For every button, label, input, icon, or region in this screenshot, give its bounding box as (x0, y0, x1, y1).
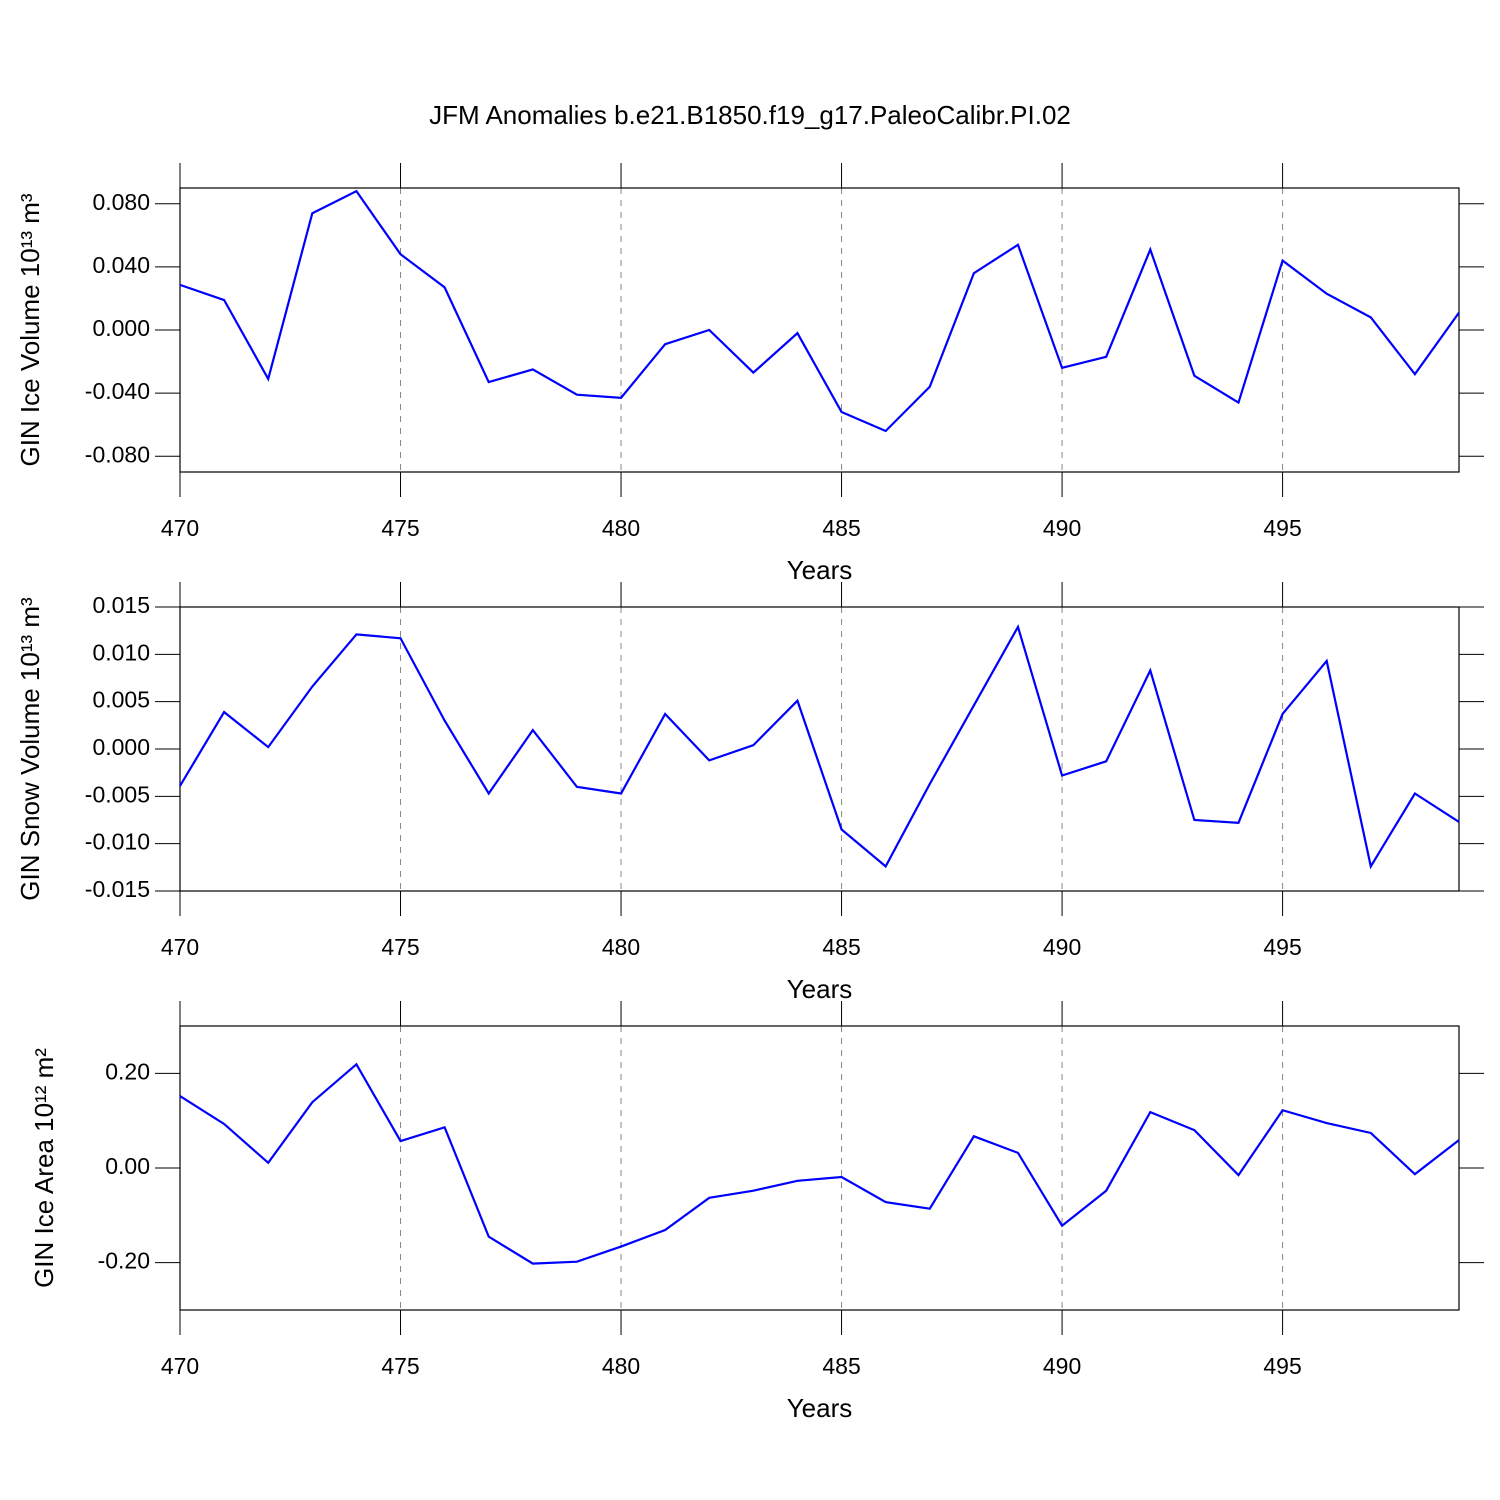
x-tick-label: 470 (161, 1353, 199, 1379)
x-axis-label: Years (787, 1393, 853, 1423)
x-axis-label: Years (787, 974, 853, 1004)
plot-frame (179, 187, 1460, 473)
x-tick-label: 480 (602, 515, 640, 541)
x-tick-label: 485 (822, 1353, 860, 1379)
x-tick-label: 475 (381, 1353, 419, 1379)
x-tick-label: 490 (1043, 934, 1081, 960)
y-tick-label: -0.080 (85, 441, 150, 467)
y-tick-label: -0.040 (85, 378, 150, 404)
y-axis-label: GIN Snow Volume 10¹³ m³ (15, 597, 45, 901)
x-tick-label: 485 (822, 515, 860, 541)
x-tick-label: 495 (1263, 515, 1301, 541)
y-tick-label: 0.040 (92, 252, 150, 278)
data-line (179, 624, 1460, 870)
y-tick-label: 0.000 (92, 734, 150, 760)
y-tick-label: 0.000 (92, 315, 150, 341)
x-tick-label: 490 (1043, 1353, 1081, 1379)
plot-frame (179, 1025, 1460, 1311)
x-tick-label: 495 (1263, 934, 1301, 960)
x-tick-label: 490 (1043, 515, 1081, 541)
x-tick-label: 480 (602, 934, 640, 960)
y-tick-label: 0.080 (92, 189, 150, 215)
y-tick-label: 0.010 (92, 639, 150, 665)
y-tick-label: -0.20 (98, 1248, 150, 1274)
x-tick-label: 475 (381, 515, 419, 541)
x-tick-label: 470 (161, 934, 199, 960)
x-tick-label: 475 (381, 934, 419, 960)
y-tick-label: 0.015 (92, 592, 150, 618)
x-tick-label: 485 (822, 934, 860, 960)
y-tick-label: 0.20 (105, 1058, 150, 1084)
x-tick-label: 480 (602, 1353, 640, 1379)
y-tick-label: 0.00 (105, 1153, 150, 1179)
data-line (179, 189, 1460, 433)
y-tick-label: -0.015 (85, 876, 150, 902)
chart-title: JFM Anomalies b.e21.B1850.f19_g17.PaleoC… (429, 100, 1071, 130)
data-line (179, 1062, 1460, 1265)
y-axis-label: GIN Ice Area 10¹² m² (29, 1048, 59, 1288)
y-tick-label: -0.005 (85, 781, 150, 807)
y-tick-label: 0.005 (92, 687, 150, 713)
y-tick-label: -0.010 (85, 829, 150, 855)
x-tick-label: 470 (161, 515, 199, 541)
x-axis-label: Years (787, 555, 853, 585)
x-tick-label: 495 (1263, 1353, 1301, 1379)
y-axis-label: GIN Ice Volume 10¹³ m³ (15, 193, 45, 466)
plot-frame (179, 606, 1460, 892)
